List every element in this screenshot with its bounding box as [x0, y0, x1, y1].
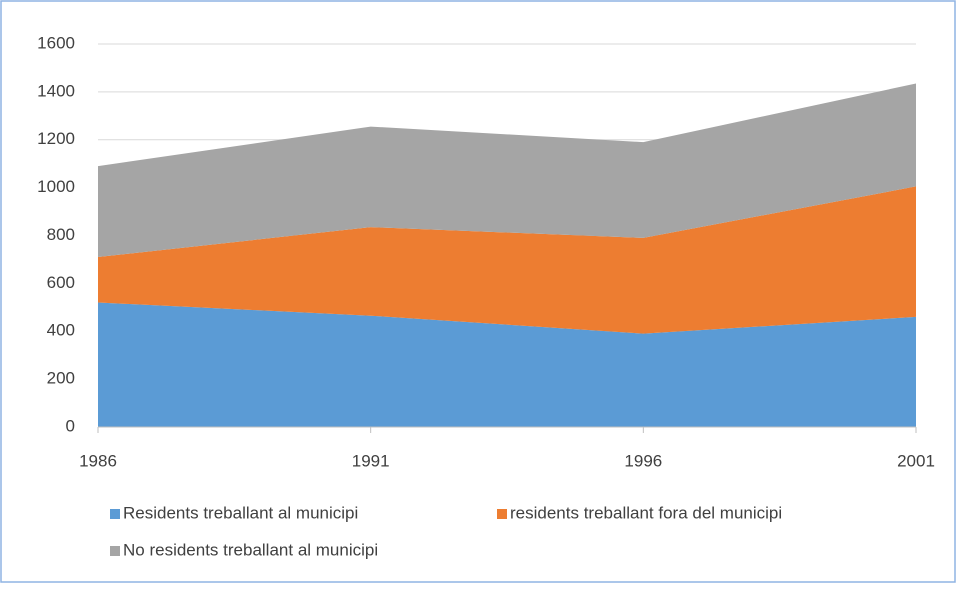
- x-tick-label: 2001: [897, 451, 935, 470]
- y-tick-label: 1200: [37, 129, 75, 148]
- legend-label: Residents treballant al municipi: [123, 503, 358, 522]
- legend-swatch: [497, 509, 507, 519]
- y-tick-label: 800: [47, 225, 75, 244]
- x-tick-label: 1986: [79, 451, 117, 470]
- y-tick-label: 1400: [37, 81, 75, 100]
- legend-swatch: [110, 546, 120, 556]
- y-tick-label: 600: [47, 273, 75, 292]
- area: [98, 83, 916, 258]
- legend-label: No residents treballant al municipi: [123, 540, 378, 559]
- legend-swatch: [110, 509, 120, 519]
- area: [98, 186, 916, 334]
- y-tick-label: 200: [47, 369, 75, 388]
- y-tick-label: 1600: [37, 33, 75, 52]
- x-tick-label: 1996: [624, 451, 662, 470]
- y-tick-label: 1000: [37, 177, 75, 196]
- y-tick-label: 0: [66, 416, 75, 435]
- x-tick-label: 1991: [352, 451, 390, 470]
- y-tick-label: 400: [47, 321, 75, 340]
- legend-label: residents treballant fora del municipi: [510, 503, 782, 522]
- area: [98, 302, 916, 427]
